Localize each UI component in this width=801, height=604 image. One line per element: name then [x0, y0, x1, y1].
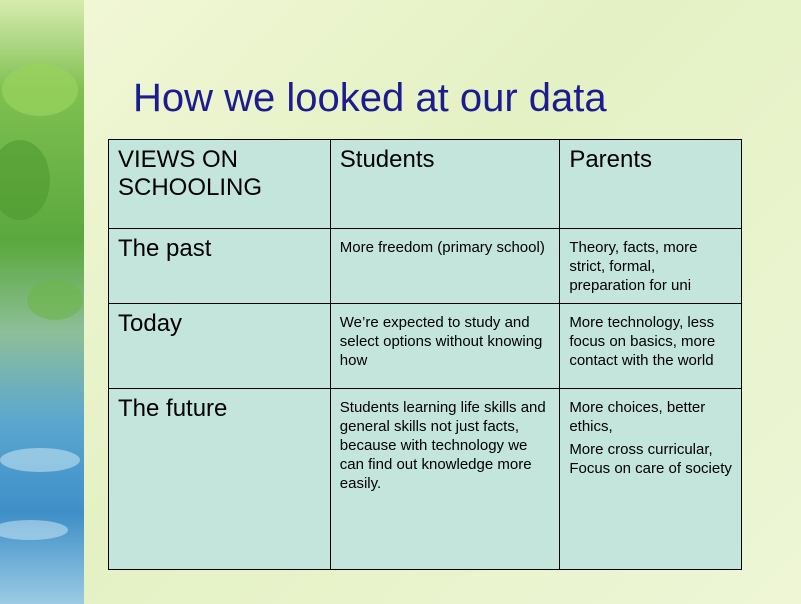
data-table: VIEWS ON SCHOOLING Students Parents The … — [108, 139, 742, 570]
header-cell: VIEWS ON SCHOOLING — [108, 139, 331, 229]
cell-text: More technology, less focus on basics, m… — [569, 314, 716, 369]
table-row: Today We’re expected to study and select … — [108, 303, 742, 389]
cell: More freedom (primary school) — [329, 228, 561, 304]
cell: Theory, facts, more strict, formal, prep… — [559, 228, 742, 304]
slide-title: How we looked at our data — [133, 76, 607, 120]
cell-text: Students learning life skills and genera… — [339, 399, 546, 492]
cell-text: More freedom (primary school) — [339, 239, 545, 256]
row-label: Today — [108, 303, 331, 389]
header-cell: Students — [329, 139, 561, 229]
decorative-strip — [0, 0, 84, 604]
header-cell: Parents — [559, 139, 742, 229]
cell: Students learning life skills and genera… — [329, 388, 561, 570]
cell-text: More cross curricular, Focus on care of … — [569, 441, 732, 477]
cell: More choices, better ethics, More cross c… — [559, 388, 742, 570]
row-label: The future — [108, 388, 331, 570]
table-row: The future Students learning life skills … — [108, 388, 742, 570]
cell-text: We’re expected to study and select optio… — [339, 314, 543, 369]
cell-text: Theory, facts, more strict, formal, prep… — [569, 239, 698, 294]
header-row: VIEWS ON SCHOOLING Students Parents — [108, 139, 742, 229]
row-label: The past — [108, 228, 331, 304]
cell-text: More choices, better ethics, — [569, 399, 706, 435]
table-row: The past More freedom (primary school) The… — [108, 228, 742, 304]
cell: More technology, less focus on basics, m… — [559, 303, 742, 389]
cell: We’re expected to study and select optio… — [329, 303, 561, 389]
